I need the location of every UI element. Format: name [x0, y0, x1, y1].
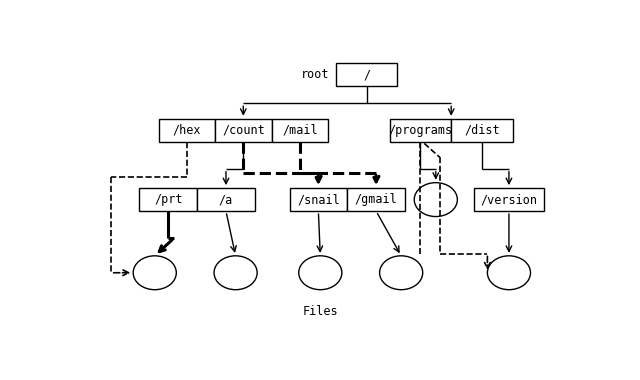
Bar: [336, 63, 397, 86]
Bar: [159, 119, 215, 142]
Bar: [215, 119, 271, 142]
Text: /mail: /mail: [282, 124, 317, 137]
Ellipse shape: [214, 256, 257, 290]
Text: Files: Files: [303, 305, 338, 318]
Text: /hex: /hex: [173, 124, 201, 137]
Ellipse shape: [133, 256, 176, 290]
Bar: [451, 119, 513, 142]
Text: /gmail: /gmail: [355, 193, 397, 206]
Text: /snail: /snail: [297, 193, 340, 206]
Ellipse shape: [414, 183, 458, 217]
Text: /a: /a: [219, 193, 233, 206]
Bar: [390, 119, 451, 142]
Text: root: root: [301, 68, 330, 81]
Bar: [197, 188, 255, 211]
Text: /version: /version: [481, 193, 538, 206]
Ellipse shape: [380, 256, 422, 290]
Text: /programs: /programs: [388, 124, 452, 137]
Text: /count: /count: [222, 124, 265, 137]
Bar: [140, 188, 197, 211]
Text: /: /: [363, 68, 370, 81]
Ellipse shape: [299, 256, 342, 290]
Text: /prt: /prt: [154, 193, 182, 206]
Text: /dist: /dist: [464, 124, 500, 137]
Bar: [474, 188, 543, 211]
Ellipse shape: [488, 256, 531, 290]
Bar: [271, 119, 328, 142]
Bar: [289, 188, 348, 211]
Bar: [348, 188, 405, 211]
